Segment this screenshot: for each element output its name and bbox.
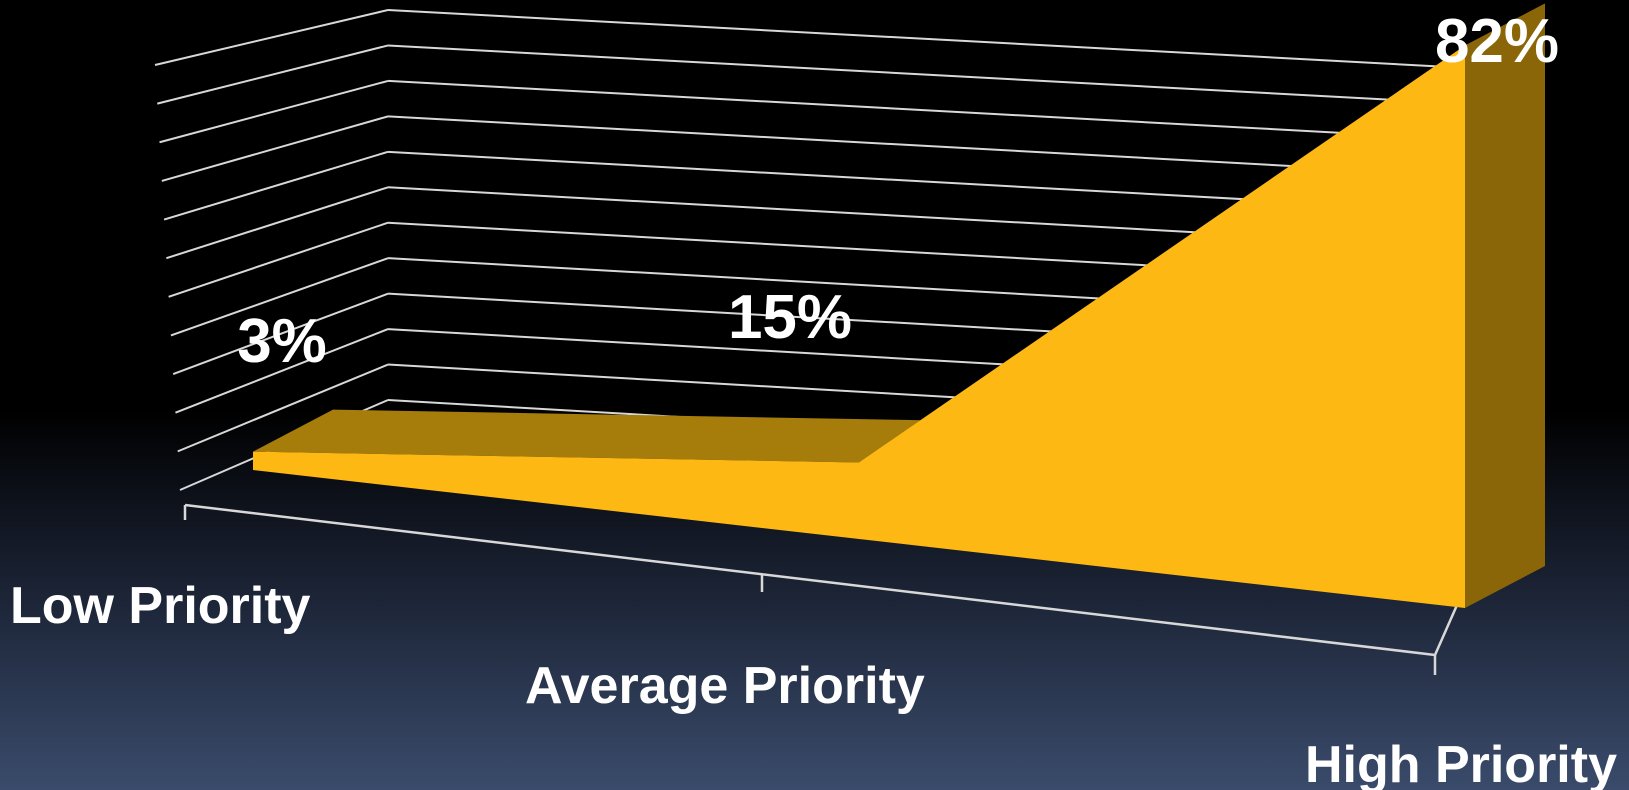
data-label: 3% [237,307,327,376]
gridline-left [161,115,389,182]
gridline-left [166,186,389,260]
data-labels: 3% 15% 82% [237,7,1559,376]
gridline-left [163,150,389,221]
gridline-left [157,44,389,105]
gridline-left [168,221,389,298]
area-front-face [253,45,1465,609]
gridline-left [175,328,389,414]
gridline-back [387,9,1506,71]
category-label: Low Priority [10,577,311,635]
data-label: 82% [1435,7,1559,76]
category-label: High Priority [1305,736,1617,790]
area-top-face [253,409,939,463]
gridline-left [159,79,389,144]
gridline-left [170,257,389,337]
category-label: Average Priority [525,657,925,715]
floor-front-edge [184,503,1436,657]
gridline-left [177,363,389,453]
gridline-back [387,79,1506,143]
data-area [253,3,1545,609]
data-label: 15% [728,283,852,352]
gridline-left [172,292,389,376]
gridline-left [154,9,389,66]
area-side-face [1465,3,1545,609]
gridline-back [387,44,1506,107]
category-labels: Low Priority Average Priority High Priorit… [10,577,1617,790]
